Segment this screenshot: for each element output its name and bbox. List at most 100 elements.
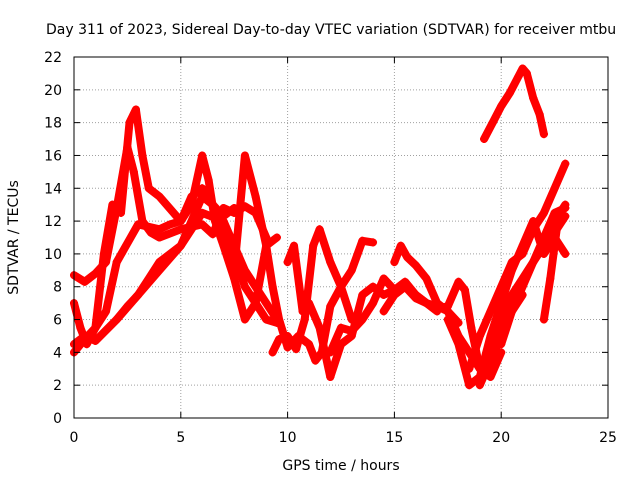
data-point (480, 135, 489, 144)
data-point (529, 225, 538, 234)
data-point (465, 364, 474, 373)
series-trace-5 (112, 192, 239, 324)
data-point (198, 208, 207, 217)
data-point (465, 381, 474, 390)
data-point (514, 72, 523, 81)
data-point (396, 241, 405, 250)
data-point (166, 220, 175, 229)
data-point (403, 253, 412, 262)
data-point (561, 159, 570, 168)
data-point (326, 348, 335, 357)
data-point (518, 249, 527, 258)
data-point (401, 282, 410, 291)
data-point (230, 266, 239, 275)
data-point (268, 282, 277, 291)
data-point (433, 304, 442, 313)
data-point (507, 258, 516, 267)
data-point (539, 208, 548, 217)
data-point (497, 299, 506, 308)
data-point (112, 315, 121, 324)
data-point (518, 282, 527, 291)
data-point (369, 238, 378, 247)
data-point (561, 212, 570, 221)
data-point (292, 345, 301, 354)
data-point (454, 277, 463, 286)
data-point (219, 212, 228, 221)
data-point (268, 348, 277, 357)
series-line (70, 184, 281, 357)
data-point (262, 315, 271, 324)
data-point (507, 290, 516, 299)
data-point (251, 299, 260, 308)
data-point (198, 192, 207, 201)
data-point (379, 307, 388, 316)
data-point (155, 192, 164, 201)
data-point (309, 241, 318, 250)
data-point (539, 315, 548, 324)
y-tick-label: 6 (53, 313, 62, 329)
data-point (550, 208, 559, 217)
data-point (240, 315, 249, 324)
data-point (486, 356, 495, 365)
data-point (369, 282, 378, 291)
y-tick-label: 10 (44, 247, 62, 263)
y-tick-label: 20 (44, 83, 62, 99)
y-tick-label: 14 (44, 181, 62, 197)
data-point (230, 274, 239, 283)
data-point (240, 266, 249, 275)
data-point (337, 340, 345, 349)
data-point (123, 302, 132, 311)
data-point (411, 261, 420, 270)
data-point (315, 323, 324, 332)
data-point (304, 340, 313, 349)
data-point (80, 331, 89, 340)
data-point (102, 307, 111, 316)
series-trace-17 (480, 64, 548, 144)
data-point (298, 307, 307, 316)
y-tick-label: 16 (44, 148, 62, 164)
data-point (76, 323, 85, 332)
data-point (422, 299, 431, 308)
x-tick-label: 5 (176, 430, 185, 446)
data-point (539, 233, 548, 242)
data-point (546, 274, 555, 283)
data-point (155, 225, 164, 234)
data-point (311, 356, 320, 365)
data-point (358, 315, 367, 324)
y-tick-label: 0 (53, 411, 62, 427)
series-line (480, 64, 548, 143)
series-line (443, 217, 570, 390)
data-point (411, 294, 420, 303)
data-point (116, 208, 125, 217)
data-point (561, 203, 570, 212)
data-point (358, 290, 367, 299)
data-point (283, 331, 292, 340)
data-point (176, 217, 185, 226)
y-tick-label: 8 (53, 280, 62, 296)
data-point (358, 236, 367, 245)
data-point (80, 277, 89, 286)
series-trace-13 (465, 159, 570, 373)
data-point (379, 290, 388, 299)
data-point (134, 220, 143, 229)
data-point (131, 105, 140, 114)
data-point (467, 323, 476, 332)
data-point (125, 118, 134, 127)
x-tick-label: 20 (492, 430, 510, 446)
data-point (475, 381, 484, 390)
data-point (337, 323, 345, 332)
data-point (379, 274, 388, 283)
data-point (219, 241, 228, 250)
data-point (176, 241, 185, 250)
data-point (99, 249, 108, 258)
data-point (497, 340, 506, 349)
data-point (198, 151, 207, 160)
data-point (91, 323, 100, 332)
data-point (129, 167, 138, 176)
data-point (240, 282, 249, 291)
x-tick-label: 10 (279, 430, 297, 446)
data-point (198, 184, 207, 193)
data-point (204, 176, 213, 185)
data-point (326, 372, 335, 381)
